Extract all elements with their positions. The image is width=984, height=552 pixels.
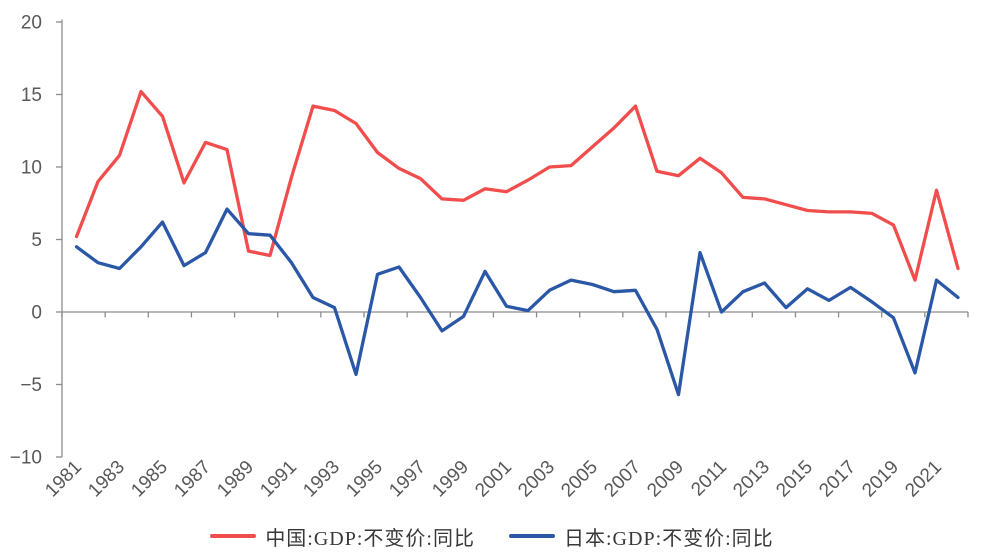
svg-text:2021: 2021	[901, 457, 946, 502]
svg-text:1985: 1985	[127, 457, 172, 502]
svg-text:2005: 2005	[557, 457, 602, 502]
china-legend-label: 中国:GDP:不变价:同比	[265, 527, 475, 550]
svg-text:2003: 2003	[514, 457, 559, 502]
svg-text:2007: 2007	[600, 457, 645, 502]
svg-text:1987: 1987	[170, 457, 215, 502]
svg-text:0: 0	[31, 303, 42, 324]
chart-legend: 中国:GDP:不变价:同比 日本:GDP:不变价:同比	[0, 522, 984, 550]
svg-text:1991: 1991	[256, 457, 301, 502]
china-line-swatch	[210, 534, 257, 538]
svg-text:1997: 1997	[385, 457, 430, 502]
svg-text:1981: 1981	[41, 457, 86, 502]
japan-legend-label: 日本:GDP:不变价:同比	[564, 527, 774, 550]
svg-text:2013: 2013	[729, 457, 774, 502]
svg-text:15: 15	[21, 85, 42, 106]
svg-text:2011: 2011	[687, 457, 731, 501]
legend-item-japan: 日本:GDP:不变价:同比	[509, 522, 774, 551]
svg-text:2009: 2009	[643, 457, 688, 502]
svg-text:1993: 1993	[299, 457, 344, 502]
svg-text:20: 20	[21, 13, 42, 34]
svg-text:2015: 2015	[772, 457, 817, 502]
svg-text:2019: 2019	[858, 457, 903, 502]
svg-text:1999: 1999	[428, 457, 473, 502]
svg-text:5: 5	[31, 230, 42, 251]
svg-text:−5: −5	[20, 375, 42, 396]
japan-line-swatch	[509, 534, 555, 538]
svg-text:1989: 1989	[213, 457, 258, 502]
svg-text:1983: 1983	[84, 457, 129, 502]
legend-item-china: 中国:GDP:不变价:同比	[210, 522, 475, 551]
svg-text:−10: −10	[10, 448, 42, 469]
svg-text:2001: 2001	[471, 457, 516, 502]
svg-text:1995: 1995	[342, 457, 387, 502]
svg-text:2017: 2017	[815, 457, 860, 502]
svg-text:10: 10	[21, 158, 42, 179]
